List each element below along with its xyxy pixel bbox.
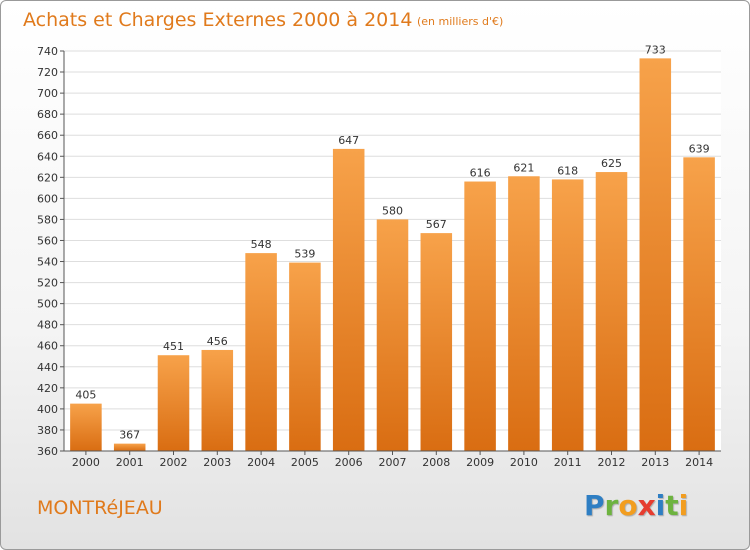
logo-letter: x bbox=[637, 489, 656, 522]
x-tick-label: 2011 bbox=[554, 456, 582, 469]
bar bbox=[201, 349, 234, 451]
x-tick-label: 2002 bbox=[160, 456, 188, 469]
x-tick-label: 2003 bbox=[203, 456, 231, 469]
y-tick-label: 500 bbox=[37, 298, 58, 311]
logo-letter: o bbox=[618, 489, 638, 522]
x-tick-label: 2010 bbox=[510, 456, 538, 469]
x-tick-label: 2001 bbox=[116, 456, 144, 469]
logo-letter: i bbox=[678, 489, 689, 522]
x-tick-label: 2014 bbox=[685, 456, 713, 469]
bar-value-label: 616 bbox=[470, 167, 491, 180]
bar-value-label: 625 bbox=[601, 157, 622, 170]
y-tick-label: 480 bbox=[37, 319, 58, 332]
bar bbox=[508, 176, 540, 451]
y-tick-label: 540 bbox=[37, 256, 58, 269]
y-tick-label: 720 bbox=[37, 66, 58, 79]
logo-letter: i bbox=[655, 489, 666, 522]
y-tick-label: 560 bbox=[37, 234, 58, 247]
bar-value-label: 367 bbox=[119, 429, 140, 442]
logo-letter: r bbox=[604, 489, 619, 522]
x-tick-label: 2009 bbox=[466, 456, 494, 469]
y-tick-label: 580 bbox=[37, 213, 58, 226]
bar-value-label: 548 bbox=[251, 238, 272, 251]
bar-value-label: 733 bbox=[645, 43, 666, 56]
y-tick-label: 700 bbox=[37, 87, 58, 100]
bar bbox=[551, 179, 584, 451]
y-tick-label: 460 bbox=[37, 340, 58, 353]
chart-title: Achats et Charges Externes 2000 à 2014 bbox=[23, 9, 413, 31]
x-tick-label: 2004 bbox=[247, 456, 275, 469]
x-tick-label: 2008 bbox=[422, 456, 450, 469]
y-tick-label: 420 bbox=[37, 382, 58, 395]
bars: 405 367 451 456 548 539 647 580 567 616 621 618 625 7… bbox=[70, 43, 715, 452]
bar bbox=[595, 172, 628, 452]
proxiti-logo[interactable]: Proxiti bbox=[584, 489, 688, 522]
bar-value-label: 451 bbox=[163, 340, 184, 353]
bar bbox=[683, 157, 715, 451]
y-tick-label: 740 bbox=[37, 45, 58, 58]
bar bbox=[289, 262, 321, 451]
bar bbox=[639, 58, 672, 452]
chart-subtitle: (en milliers d'€) bbox=[417, 15, 504, 28]
bar-value-label: 567 bbox=[426, 218, 447, 231]
bar-value-label: 456 bbox=[207, 335, 228, 348]
y-tick-label: 520 bbox=[37, 277, 58, 290]
y-tick-label: 400 bbox=[37, 403, 58, 416]
y-tick-label: 620 bbox=[37, 171, 58, 184]
bar-value-label: 405 bbox=[75, 389, 96, 402]
town-name: MONTRéJEAU bbox=[37, 497, 163, 519]
y-tick-label: 600 bbox=[37, 192, 58, 205]
bar-value-label: 647 bbox=[338, 134, 359, 147]
y-tick-label: 640 bbox=[37, 150, 58, 163]
bar bbox=[464, 181, 496, 452]
bar-value-label: 580 bbox=[382, 204, 403, 217]
logo-letter: t bbox=[665, 489, 679, 522]
y-tick-label: 440 bbox=[37, 361, 58, 374]
x-tick-label: 2000 bbox=[72, 456, 100, 469]
x-tick-label: 2006 bbox=[335, 456, 363, 469]
axes: 360 380 400 420 440 460 480 500 520 540 560 580 600 6… bbox=[37, 45, 721, 469]
x-tick-label: 2012 bbox=[598, 456, 626, 469]
bar bbox=[376, 219, 409, 451]
bar-value-label: 621 bbox=[513, 161, 534, 174]
logo-letter: P bbox=[584, 489, 605, 522]
x-tick-label: 2013 bbox=[641, 456, 669, 469]
bar bbox=[157, 355, 190, 451]
bar bbox=[420, 233, 453, 451]
y-tick-label: 360 bbox=[37, 445, 58, 458]
bar bbox=[332, 148, 365, 452]
bar-value-label: 618 bbox=[557, 164, 578, 177]
bar-value-label: 539 bbox=[294, 248, 315, 261]
bar-value-label: 639 bbox=[689, 142, 710, 155]
y-tick-label: 660 bbox=[37, 129, 58, 142]
y-tick-label: 680 bbox=[37, 108, 58, 121]
bar bbox=[245, 253, 277, 451]
bar bbox=[113, 443, 146, 451]
y-tick-label: 380 bbox=[37, 424, 58, 437]
bar bbox=[70, 403, 102, 451]
x-tick-label: 2007 bbox=[379, 456, 407, 469]
x-tick-label: 2005 bbox=[291, 456, 319, 469]
